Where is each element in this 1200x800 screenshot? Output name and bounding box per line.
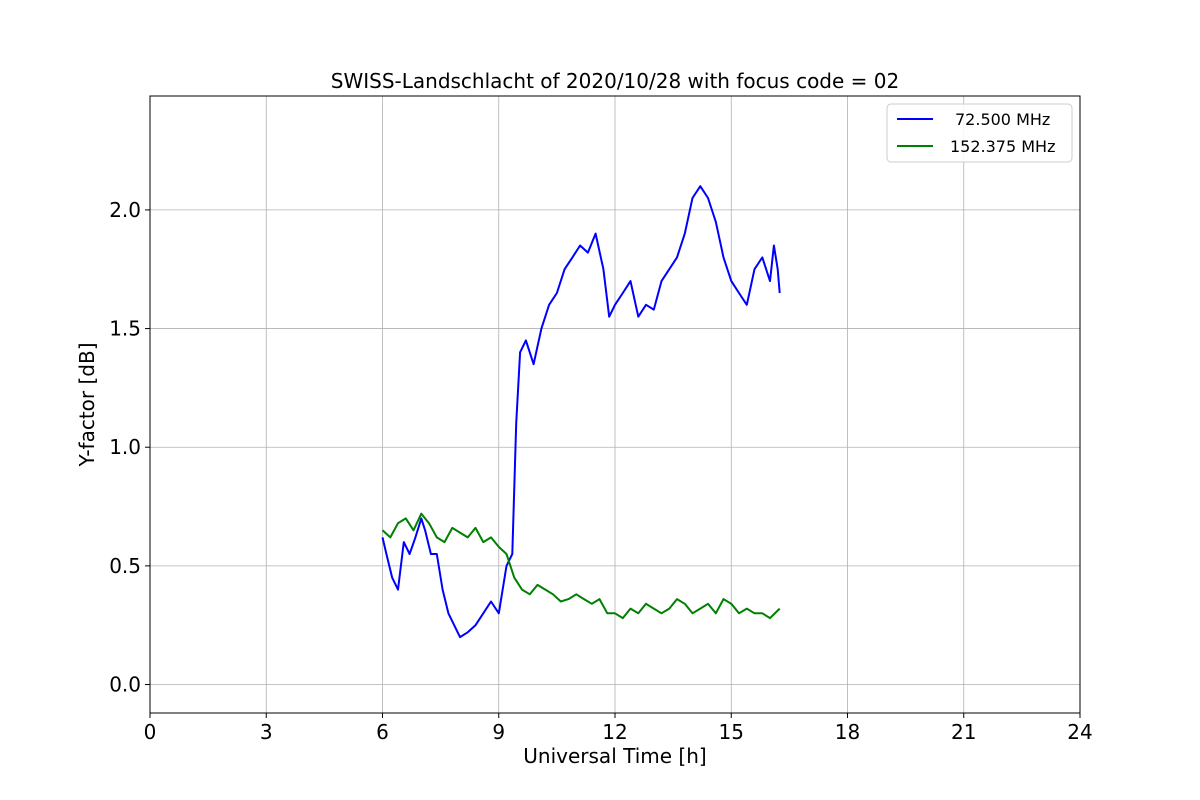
y-tick-label: 1.0 bbox=[109, 435, 141, 459]
y-tick-label: 2.0 bbox=[109, 198, 141, 222]
legend-label-152-375: 152.375 MHz bbox=[950, 137, 1055, 156]
x-tick-label: 24 bbox=[1067, 720, 1092, 744]
series-layer bbox=[381, 185, 781, 639]
chart-title: SWISS-Landschlacht of 2020/10/28 with fo… bbox=[331, 69, 899, 93]
series-line-152-375-mhz bbox=[381, 512, 781, 620]
x-tick-label: 21 bbox=[951, 720, 976, 744]
x-tick-label: 0 bbox=[144, 720, 157, 744]
x-tick-label: 6 bbox=[376, 720, 389, 744]
x-axis-label: Universal Time [h] bbox=[523, 744, 706, 768]
x-tick-label: 18 bbox=[835, 720, 860, 744]
y-tick-label: 0.0 bbox=[109, 673, 141, 697]
legend-box bbox=[886, 103, 1073, 163]
x-tick-label: 12 bbox=[602, 720, 627, 744]
ticks: 0 3 6 9 12 15 18 21 24 0.0 0.5 1.0 1.5 2.0 bbox=[109, 198, 1093, 744]
y-tick-label: 0.5 bbox=[109, 554, 141, 578]
series-line-72-500-mhz bbox=[381, 185, 781, 639]
legend: 72.500 MHz 152.375 MHz bbox=[886, 103, 1073, 163]
y-axis-label: Y-factor [dB] bbox=[75, 342, 99, 467]
y-tick-label: 1.5 bbox=[109, 317, 141, 341]
x-tick-label: 3 bbox=[260, 720, 273, 744]
x-tick-label: 9 bbox=[492, 720, 505, 744]
legend-label-72-500: 72.500 MHz bbox=[955, 110, 1050, 129]
x-tick-label: 15 bbox=[719, 720, 744, 744]
